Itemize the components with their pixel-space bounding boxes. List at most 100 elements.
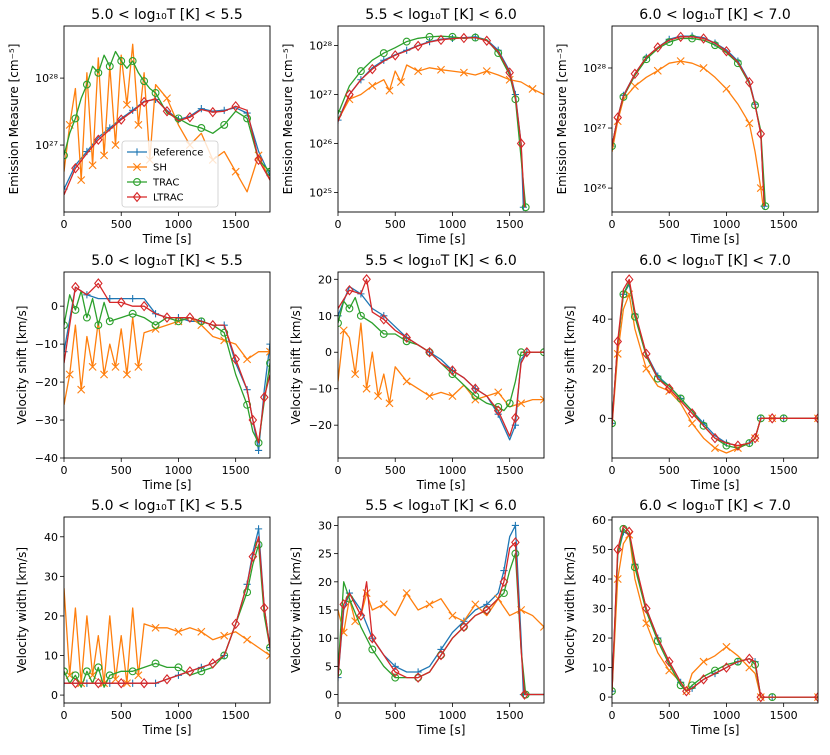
data-point-ltrac <box>664 383 674 394</box>
data-point-sh <box>65 370 74 379</box>
panel-title: 6.0 < log₁₀T [K] < 7.0 <box>639 498 790 514</box>
data-point-ltrac <box>413 672 423 683</box>
data-point-trac <box>266 643 270 652</box>
data-point-trac <box>151 321 160 330</box>
series-line-reference <box>338 524 544 696</box>
data-point-ltrac <box>208 658 218 669</box>
y-tick-label: 0 <box>599 691 606 704</box>
data-point-reference <box>64 348 68 356</box>
y-tick-label: 40 <box>592 573 606 586</box>
data-point-sh <box>722 84 731 93</box>
y-axis-label: Velocity width [km/s] <box>563 547 577 673</box>
data-point-ltrac <box>505 67 514 78</box>
data-point-trac <box>94 663 103 672</box>
data-point-ltrac <box>624 526 634 538</box>
y-tick-label: 20 <box>592 632 606 645</box>
data-point-ltrac <box>745 76 754 88</box>
legend: Reference SH TRAC LTRAC <box>121 140 219 208</box>
axes-frame <box>337 25 545 213</box>
data-point-sh <box>111 362 120 371</box>
y-axis-label: Emission Measure [cm⁻⁵] <box>7 44 21 195</box>
data-point-sh <box>266 347 270 356</box>
panel-title: 5.0 < log₁₀T [K] < 5.5 <box>91 7 242 23</box>
plot-area <box>612 524 818 703</box>
series-line-ltrac <box>338 541 544 696</box>
data-point-trac <box>64 667 68 676</box>
y-tick-label: 10²⁸ <box>309 39 332 52</box>
plot-area <box>612 31 770 211</box>
panel-title: 6.0 < log₁₀T [K] < 7.0 <box>639 253 790 269</box>
data-point-trac <box>356 67 365 76</box>
x-tick-label: 1000 <box>164 464 192 477</box>
data-point-trac <box>151 89 160 97</box>
data-point-trac <box>733 59 742 68</box>
y-tick-label: 10²⁷ <box>35 139 58 152</box>
x-tick-label: 1000 <box>712 709 740 722</box>
series-line-sh <box>612 60 764 207</box>
data-point-trac <box>94 68 103 77</box>
panel-title: 6.0 < log₁₀T [K] < 7.0 <box>639 7 790 23</box>
data-point-trac <box>197 317 206 326</box>
legend-marker <box>133 178 141 186</box>
data-point-reference <box>612 419 616 427</box>
data-point-sh <box>134 362 143 371</box>
data-point-sh <box>540 622 544 631</box>
data-point-ltrac <box>733 440 743 451</box>
data-point-ltrac <box>139 300 149 312</box>
legend-label-reference: Reference <box>153 148 203 159</box>
panel-3: 0 500 1000 1500 −40 −30 −20 −10 0 5.0 < log₁₀T [K… <box>15 253 271 492</box>
data-point-sh <box>613 349 622 358</box>
data-point-sh <box>100 151 109 160</box>
data-point-sh <box>174 627 183 636</box>
data-point-ltrac <box>511 412 520 424</box>
data-point-trac <box>151 659 160 668</box>
legend-box <box>121 140 219 208</box>
series-line-sh <box>64 316 270 406</box>
data-point-ltrac <box>425 346 434 358</box>
x-tick-label: 0 <box>61 464 68 477</box>
data-point-reference <box>338 674 342 682</box>
data-point-sh <box>540 395 544 404</box>
data-point-sh <box>437 65 445 74</box>
x-tick-label: 1500 <box>770 464 798 477</box>
x-tick-label: 0 <box>609 709 616 722</box>
data-point-ltrac <box>710 432 720 444</box>
series-line-trac <box>64 544 270 688</box>
axes-frame <box>63 271 271 459</box>
data-point-ltrac <box>511 537 520 548</box>
y-tick-label: −40 <box>35 452 58 465</box>
x-axis-label: Time [s] <box>416 232 466 246</box>
y-tick-label: 10 <box>318 310 332 323</box>
data-point-trac <box>612 419 616 428</box>
data-point-ltrac <box>185 111 195 123</box>
series-line-ltrac <box>338 278 544 437</box>
data-point-trac <box>612 142 616 151</box>
data-point-ltrac <box>162 105 172 117</box>
y-tick-label: 0 <box>51 689 58 702</box>
data-point-ltrac <box>699 33 708 44</box>
y-tick-label: −20 <box>309 419 332 432</box>
panel-title: 5.0 < log₁₀T [K] < 5.5 <box>91 253 242 269</box>
data-point-ltrac <box>745 653 754 664</box>
data-point-ltrac <box>682 685 691 697</box>
data-point-sh <box>676 57 685 66</box>
data-point-ltrac <box>436 34 446 46</box>
data-point-sh <box>368 81 377 90</box>
data-point-reference <box>254 525 263 533</box>
series-line-ltrac <box>612 36 765 207</box>
data-point-trac <box>642 55 651 64</box>
x-tick-label: 500 <box>385 709 406 722</box>
data-point-sh <box>745 119 754 128</box>
x-tick-label: 0 <box>609 464 616 477</box>
data-point-sh <box>122 100 131 109</box>
axes-frame <box>63 25 271 213</box>
x-tick-label: 1500 <box>222 218 250 231</box>
data-point-ltrac <box>624 274 634 285</box>
x-tick-label: 1000 <box>712 464 740 477</box>
x-tick-label: 0 <box>335 464 342 477</box>
data-point-trac <box>448 32 457 41</box>
data-point-sh <box>482 67 491 76</box>
axes-frame <box>337 271 545 459</box>
data-point-ltrac <box>448 365 457 376</box>
data-point-sh <box>151 623 160 632</box>
